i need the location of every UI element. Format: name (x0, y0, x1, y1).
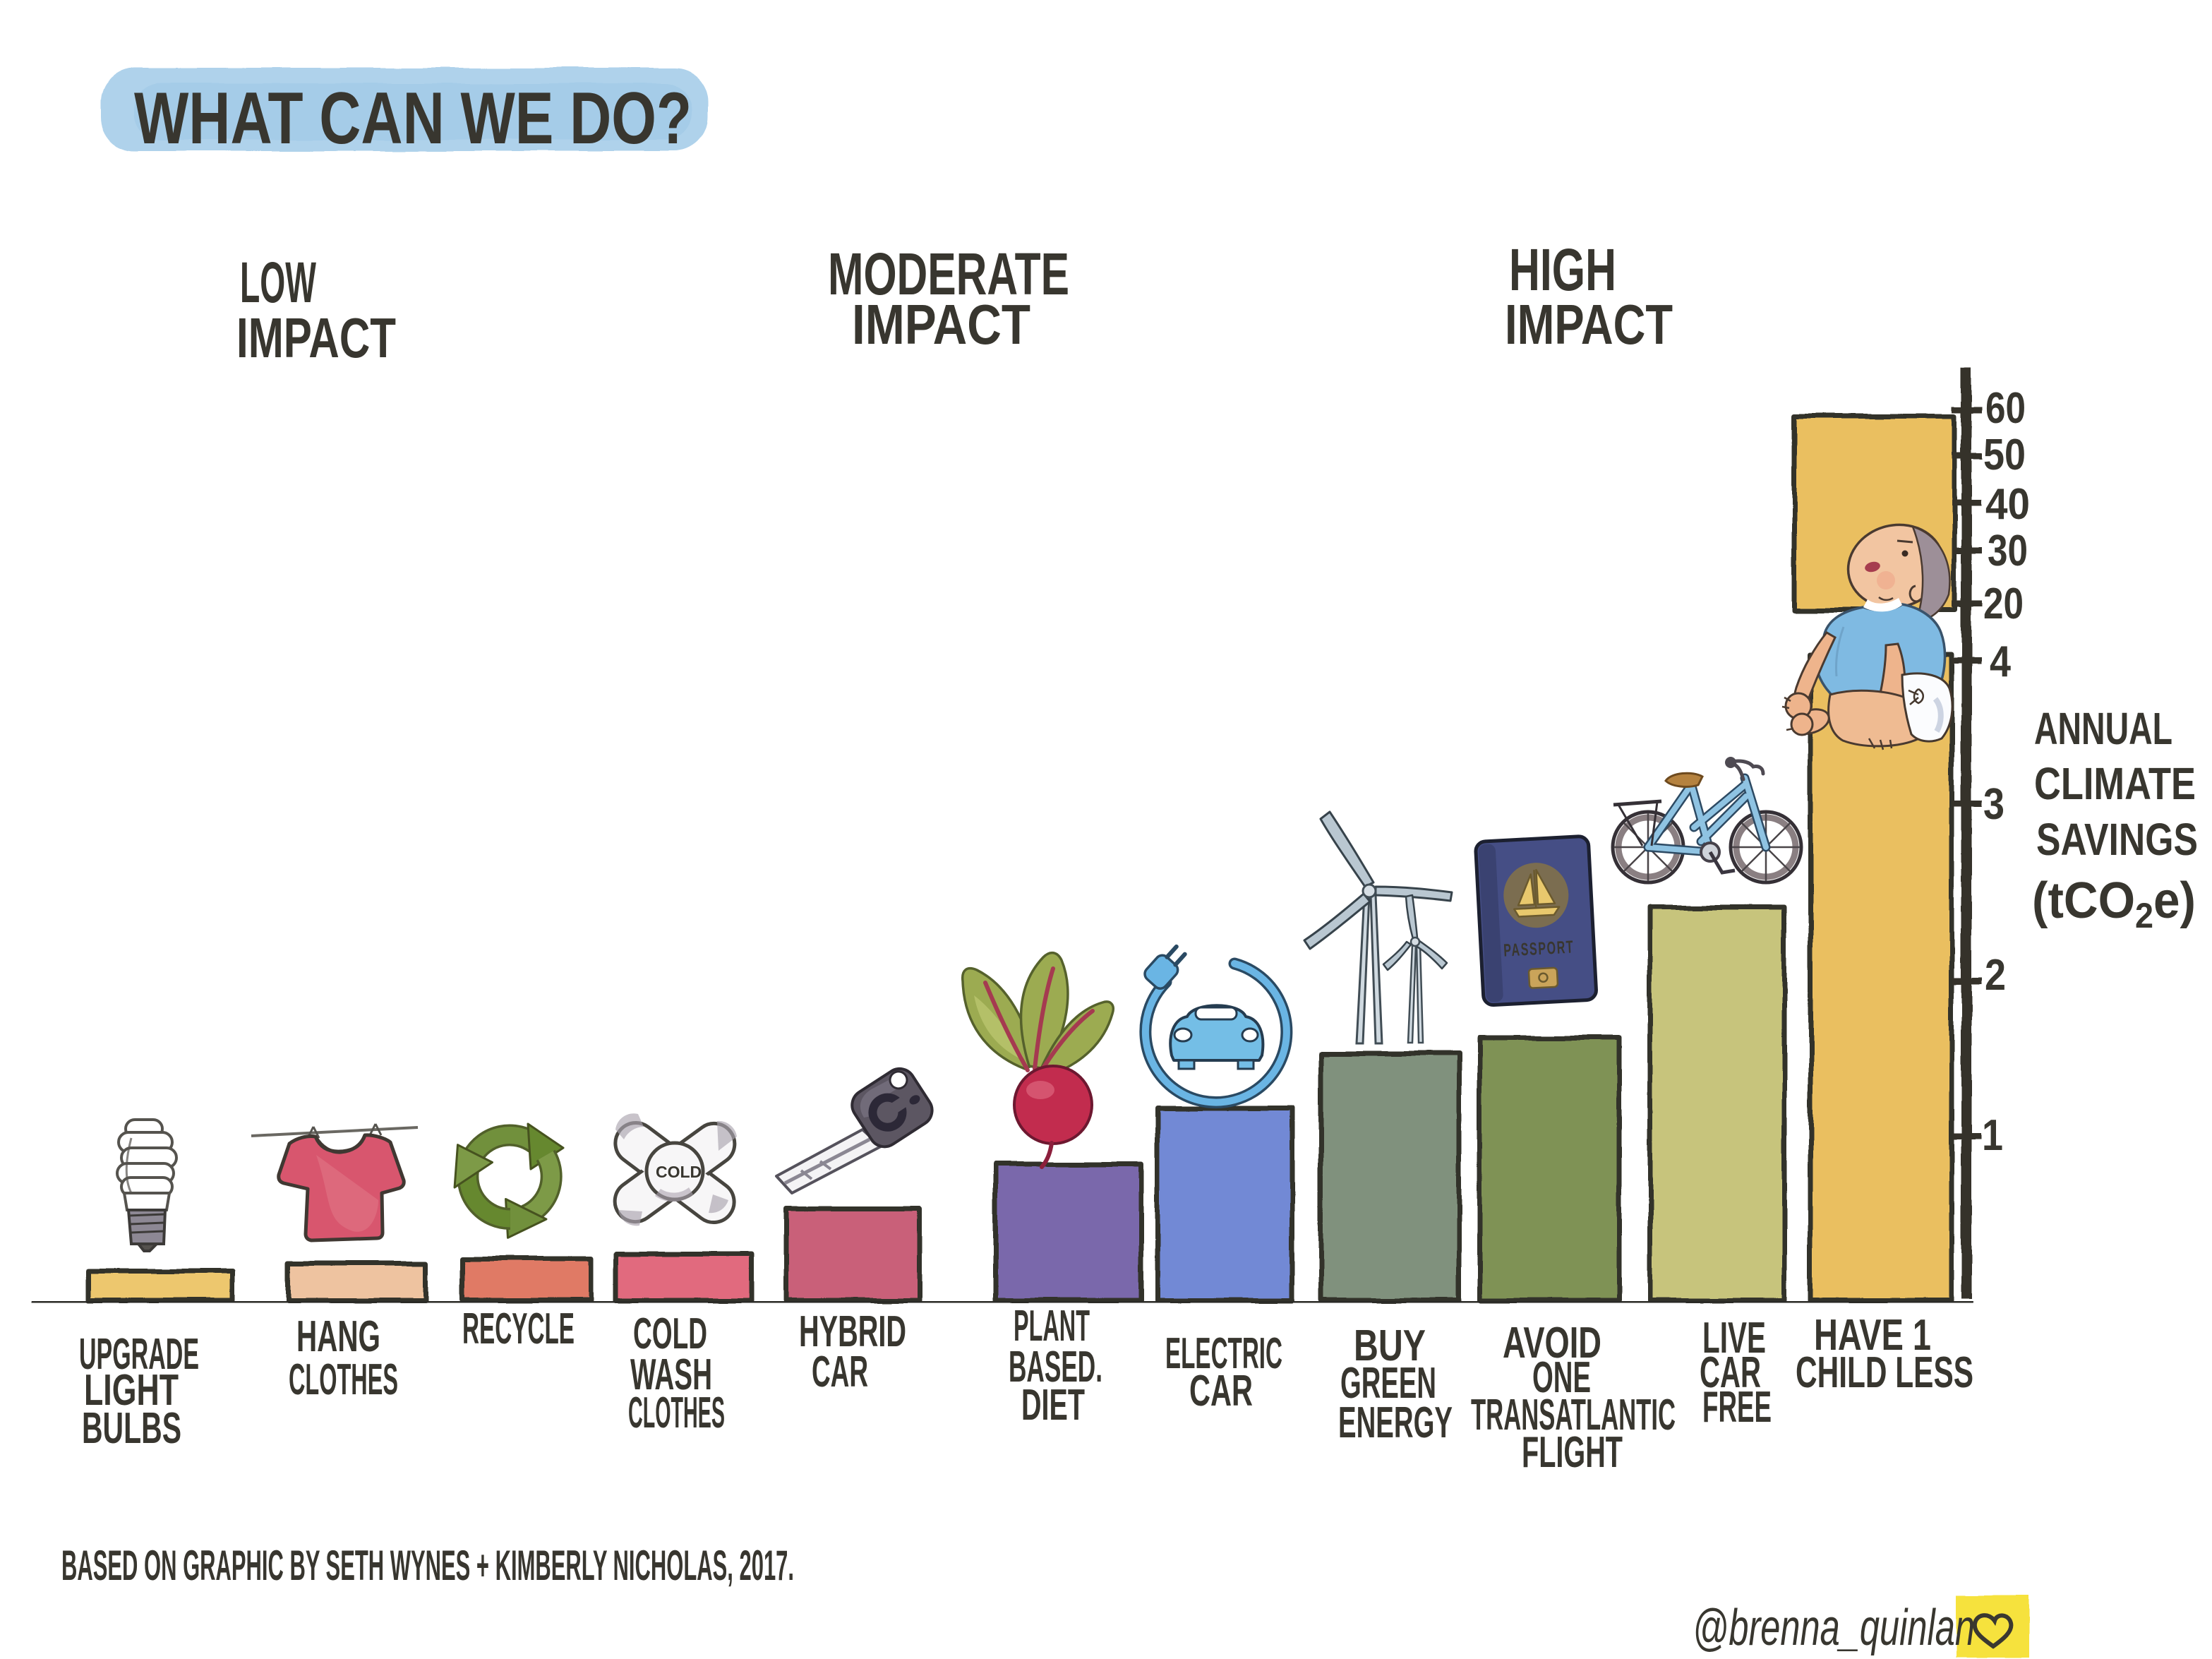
svg-text:COLD: COLD (656, 1163, 702, 1181)
svg-text:LIGHT: LIGHT (84, 1366, 179, 1415)
svg-text:30: 30 (1988, 527, 2028, 575)
svg-text:HANG: HANG (296, 1312, 380, 1361)
svg-text:GREEN: GREEN (1340, 1359, 1436, 1408)
svg-text:WHAT CAN WE DO?: WHAT CAN WE DO? (134, 78, 692, 160)
svg-text:(tCO2e): (tCO2e) (2032, 873, 2196, 935)
svg-text:LOW: LOW (240, 251, 316, 315)
svg-text:CHILD LESS: CHILD LESS (1796, 1348, 1973, 1397)
svg-text:40: 40 (1985, 480, 2030, 529)
svg-text:CLOTHES: CLOTHES (628, 1389, 725, 1437)
svg-text:MODERATE: MODERATE (828, 241, 1069, 307)
svg-text:COLD: COLD (633, 1310, 707, 1358)
svg-text:ONE: ONE (1532, 1353, 1591, 1402)
svg-text:@brenna_quinlan: @brenna_quinlan (1693, 1600, 1975, 1656)
svg-text:50: 50 (1983, 431, 2026, 479)
svg-text:BULBS: BULBS (82, 1404, 181, 1453)
svg-text:LIVE: LIVE (1702, 1314, 1766, 1362)
svg-text:CLOTHES: CLOTHES (289, 1355, 398, 1404)
svg-text:HAVE 1: HAVE 1 (1814, 1311, 1931, 1360)
svg-text:4: 4 (1990, 637, 2011, 686)
svg-text:BUY: BUY (1354, 1322, 1426, 1370)
svg-text:BASED.: BASED. (1009, 1343, 1102, 1391)
svg-text:ENERGY: ENERGY (1338, 1399, 1453, 1447)
svg-text:IMPACT: IMPACT (852, 293, 1030, 356)
svg-text:20: 20 (1983, 580, 2024, 628)
svg-text:FLIGHT: FLIGHT (1522, 1428, 1623, 1477)
svg-text:3: 3 (1983, 780, 2004, 829)
svg-text:RECYCLE: RECYCLE (462, 1305, 575, 1353)
svg-text:FREE: FREE (1702, 1383, 1772, 1432)
svg-text:AVOID: AVOID (1503, 1319, 1601, 1367)
svg-text:1: 1 (1982, 1111, 2003, 1160)
svg-text:CLIMATE: CLIMATE (2034, 758, 2196, 809)
svg-text:60: 60 (1985, 384, 2026, 433)
svg-text:2: 2 (1985, 951, 2006, 1000)
svg-text:ELECTRIC: ELECTRIC (1165, 1329, 1282, 1378)
svg-text:SAVINGS: SAVINGS (2036, 814, 2198, 865)
svg-text:IMPACT: IMPACT (1505, 293, 1673, 356)
svg-text:HYBRID: HYBRID (799, 1307, 906, 1356)
svg-text:CAR: CAR (1700, 1348, 1761, 1397)
svg-text:UPGRADE: UPGRADE (79, 1330, 199, 1379)
svg-text:BASED ON GRAPHIC BY SETH WYNES: BASED ON GRAPHIC BY SETH WYNES + KIMBERL… (61, 1542, 794, 1589)
svg-text:HIGH: HIGH (1509, 236, 1616, 303)
svg-text:TRANSATLANTIC: TRANSATLANTIC (1471, 1391, 1676, 1439)
svg-text:PLANT: PLANT (1014, 1302, 1090, 1350)
svg-text:IMPACT: IMPACT (236, 306, 396, 369)
svg-text:DIET: DIET (1021, 1381, 1085, 1430)
svg-text:CAR: CAR (1189, 1367, 1253, 1415)
svg-text:PASSPORT: PASSPORT (1503, 937, 1575, 960)
svg-text:CAR: CAR (812, 1348, 868, 1396)
svg-text:WASH: WASH (630, 1350, 712, 1399)
svg-text:ANNUAL: ANNUAL (2034, 703, 2172, 754)
